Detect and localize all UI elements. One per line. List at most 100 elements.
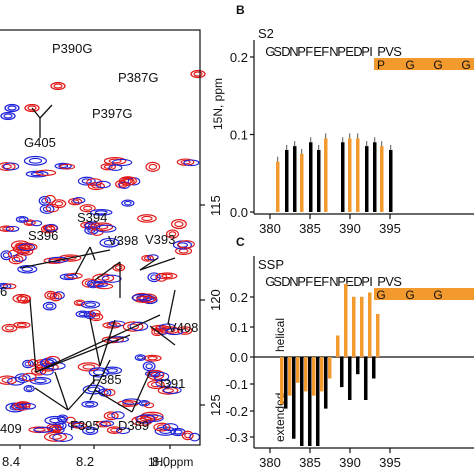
bar bbox=[365, 146, 369, 212]
peak-label: F385 bbox=[92, 372, 122, 387]
bar bbox=[348, 357, 352, 400]
mutation-label: G bbox=[461, 58, 470, 72]
sequence-letter: D bbox=[353, 44, 362, 59]
bar bbox=[317, 150, 321, 212]
y-tick-label: -0.2 bbox=[226, 404, 248, 419]
peak bbox=[159, 326, 184, 336]
sequence-letter: G bbox=[265, 274, 275, 289]
region-label: extended bbox=[273, 393, 287, 442]
peak bbox=[137, 214, 157, 223]
assignment-line bbox=[39, 104, 53, 119]
peak bbox=[103, 411, 125, 421]
bar bbox=[320, 357, 324, 392]
mutation-label: G bbox=[433, 288, 442, 302]
x-tick-label: 395 bbox=[379, 221, 401, 236]
x-tick-label: 395 bbox=[379, 455, 401, 470]
bar bbox=[356, 357, 360, 375]
bar bbox=[296, 357, 300, 383]
peak-label: 6 bbox=[0, 284, 7, 299]
x-tick-label: 390 bbox=[339, 455, 361, 470]
hsqc-x-axis: 8.4 8.2 8.0 bbox=[2, 445, 171, 469]
y-tick-label: 0.2 bbox=[230, 50, 248, 65]
bar bbox=[285, 150, 289, 212]
bar bbox=[293, 146, 297, 212]
peak-label: 409 bbox=[0, 421, 22, 436]
peak bbox=[103, 157, 133, 166]
bar bbox=[324, 138, 328, 212]
bar bbox=[356, 138, 360, 212]
peak bbox=[77, 362, 101, 372]
sequence-letter: I bbox=[369, 274, 373, 289]
assignment-line bbox=[167, 289, 176, 325]
peak bbox=[15, 401, 37, 410]
bar bbox=[360, 296, 364, 357]
peak bbox=[28, 426, 54, 434]
bar bbox=[372, 357, 376, 379]
bar bbox=[340, 357, 344, 388]
peak bbox=[0, 162, 20, 171]
peak bbox=[165, 229, 180, 239]
sequence-letter: E bbox=[313, 44, 322, 59]
sequence-letter: S bbox=[273, 274, 282, 289]
peak bbox=[0, 282, 17, 290]
mutation-band bbox=[374, 58, 474, 70]
bar bbox=[300, 153, 304, 212]
peak-label: G405 bbox=[24, 135, 56, 150]
bar bbox=[380, 146, 384, 212]
peak bbox=[38, 194, 56, 206]
peak bbox=[99, 237, 120, 248]
peak bbox=[13, 321, 31, 329]
peak bbox=[122, 321, 149, 332]
assignment-line bbox=[31, 107, 41, 119]
assignment-line bbox=[139, 257, 176, 271]
sequence-letter: P bbox=[337, 274, 346, 289]
x-tick-label: 390 bbox=[339, 221, 361, 236]
peak bbox=[171, 219, 187, 230]
peak bbox=[147, 272, 168, 283]
peak bbox=[157, 386, 182, 395]
assignment-line bbox=[149, 325, 176, 346]
sequence-letter: P bbox=[377, 44, 386, 59]
peak bbox=[24, 103, 40, 113]
peak bbox=[172, 240, 195, 250]
sequence-letter: S bbox=[273, 44, 282, 59]
y-tick-label: 0.0 bbox=[230, 205, 248, 220]
peak bbox=[88, 281, 114, 290]
peak-label: P397G bbox=[92, 106, 132, 121]
peak bbox=[12, 243, 36, 254]
sequence-letter: P bbox=[297, 274, 306, 289]
peak-label: P390G bbox=[52, 41, 92, 56]
y-tick-label: 120 bbox=[208, 289, 223, 311]
bar bbox=[368, 292, 372, 357]
sequence-letter: D bbox=[281, 274, 290, 289]
assignment-line bbox=[94, 389, 133, 413]
x-tick-label: 8.4 bbox=[2, 454, 20, 469]
peak bbox=[1, 323, 18, 333]
peak bbox=[25, 169, 57, 178]
y-tick-label: -0.1 bbox=[226, 377, 248, 392]
assignment-line bbox=[35, 314, 161, 373]
sequence-letter: I bbox=[369, 44, 373, 59]
sequence-letter: P bbox=[361, 44, 370, 59]
bar bbox=[276, 161, 280, 212]
peak bbox=[145, 161, 161, 172]
y-tick-label: 115 bbox=[208, 195, 223, 216]
peak bbox=[147, 379, 172, 390]
peak bbox=[147, 369, 170, 382]
sequence-letter: N bbox=[329, 44, 338, 59]
peak-annotations: P390G P387G P397G G405 S394 S396 V398 V393 6 V408… bbox=[0, 41, 198, 436]
sequence-letter: P bbox=[377, 274, 386, 289]
peak bbox=[0, 225, 20, 233]
sequence-letter: S bbox=[393, 44, 402, 59]
peak bbox=[44, 415, 68, 426]
x-tick-label: 385 bbox=[299, 455, 321, 470]
peak bbox=[67, 421, 87, 429]
assignment-line bbox=[89, 359, 111, 401]
peak bbox=[79, 204, 96, 213]
bar bbox=[324, 357, 328, 409]
sequence-letter: N bbox=[289, 44, 298, 59]
peak-label: V408 bbox=[168, 320, 198, 335]
sequence-letter: D bbox=[281, 44, 290, 59]
peak-label: V393 bbox=[145, 232, 175, 247]
